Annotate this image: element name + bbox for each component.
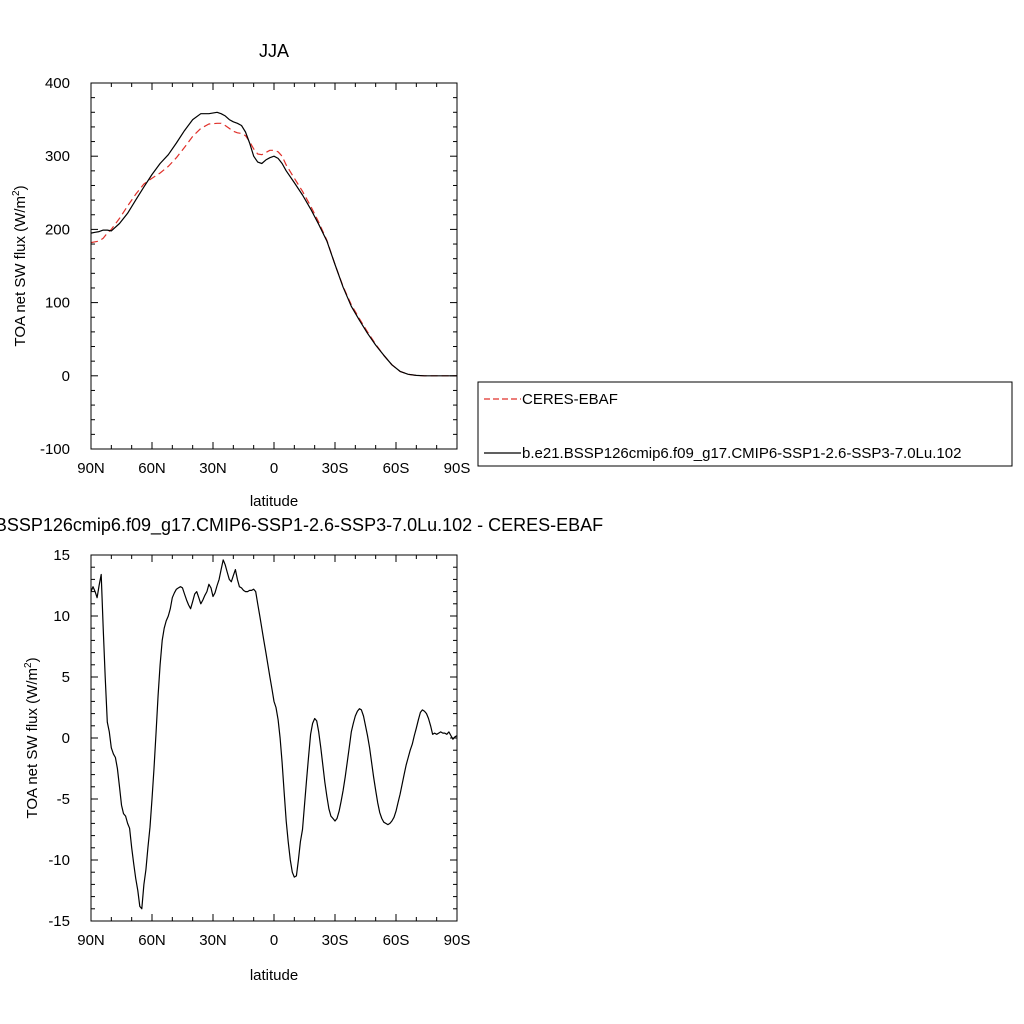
- bottom-plot: b.e21.BSSP126cmip6.f09_g17.CMIP6-SSP1-2.…: [0, 515, 603, 984]
- bottom-plot-title: b.e21.BSSP126cmip6.f09_g17.CMIP6-SSP1-2.…: [0, 515, 603, 536]
- bottom-x-tick-label-6: 90S: [444, 932, 471, 949]
- bottom-x-tick-label-0: 90N: [77, 932, 105, 949]
- bottom-x-tick-label-1: 60N: [138, 932, 166, 949]
- top-y-tick-label-4: 300: [45, 148, 70, 165]
- legend-box: [477, 381, 1013, 467]
- legend: CERES-EBAF b.e21.BSSP126cmip6.f09_g17.CM…: [477, 381, 1013, 467]
- bottom-x-axis: 90N 60N 30N 0 30S 60S 90S: [77, 555, 470, 949]
- bottom-series-group: [90, 559, 458, 910]
- bottom-x-tick-label-4: 30S: [322, 932, 349, 949]
- top-y-tick-label-3: 200: [45, 221, 70, 238]
- top-y-tick-label-1: 0: [62, 368, 70, 385]
- top-y-axis: -100 0 100 200 300 400: [40, 75, 457, 458]
- top-plot-title: JJA: [259, 41, 289, 61]
- bottom-y-axis: -15 -10 -5 0 5 10 15: [48, 547, 457, 930]
- top-series-line-0: [90, 122, 457, 377]
- bottom-series-line-0: [90, 559, 458, 910]
- bottom-y-tick-label-2: -5: [57, 791, 70, 808]
- bottom-y-tick-label-6: 15: [53, 547, 70, 564]
- bottom-x-tick-label-3: 0: [270, 932, 278, 949]
- top-y-tick-label-2: 100: [45, 295, 70, 312]
- top-x-tick-label-4: 30S: [322, 460, 349, 477]
- bottom-x-tick-label-2: 30N: [199, 932, 227, 949]
- top-x-axis: 90N 60N 30N 0 30S 60S 90S: [77, 83, 470, 477]
- legend-label-ceres: CERES-EBAF: [522, 391, 618, 408]
- top-x-axis-label: latitude: [250, 493, 298, 510]
- top-x-tick-label-3: 0: [270, 460, 278, 477]
- top-plot-frame: [90, 82, 458, 450]
- bottom-x-axis-label: latitude: [250, 967, 298, 984]
- top-series-group: [90, 111, 457, 377]
- top-x-tick-label-1: 60N: [138, 460, 166, 477]
- top-y-tick-label-5: 400: [45, 75, 70, 92]
- bottom-y-tick-label-1: -10: [48, 852, 70, 869]
- bottom-y-tick-label-3: 0: [62, 730, 70, 747]
- bottom-x-tick-label-5: 60S: [383, 932, 410, 949]
- top-x-tick-label-0: 90N: [77, 460, 105, 477]
- top-x-tick-label-5: 60S: [383, 460, 410, 477]
- top-y-axis-label: TOA net SW flux (W/m2): [11, 185, 29, 346]
- bottom-y-tick-label-5: 10: [53, 608, 70, 625]
- bottom-y-tick-label-0: -15: [48, 913, 70, 930]
- top-x-tick-label-2: 30N: [199, 460, 227, 477]
- top-series-line-1: [90, 111, 457, 377]
- bottom-y-axis-label: TOA net SW flux (W/m2): [23, 657, 41, 818]
- top-plot: JJA 90N 60N 30N 0 30S 60S 90S -100 0 100 200 300 40…: [11, 41, 470, 510]
- legend-label-model: b.e21.BSSP126cmip6.f09_g17.CMIP6-SSP1-2.…: [522, 445, 961, 462]
- top-y-tick-label-0: -100: [40, 441, 70, 458]
- bottom-y-tick-label-4: 5: [62, 669, 70, 686]
- top-x-tick-label-6: 90S: [444, 460, 471, 477]
